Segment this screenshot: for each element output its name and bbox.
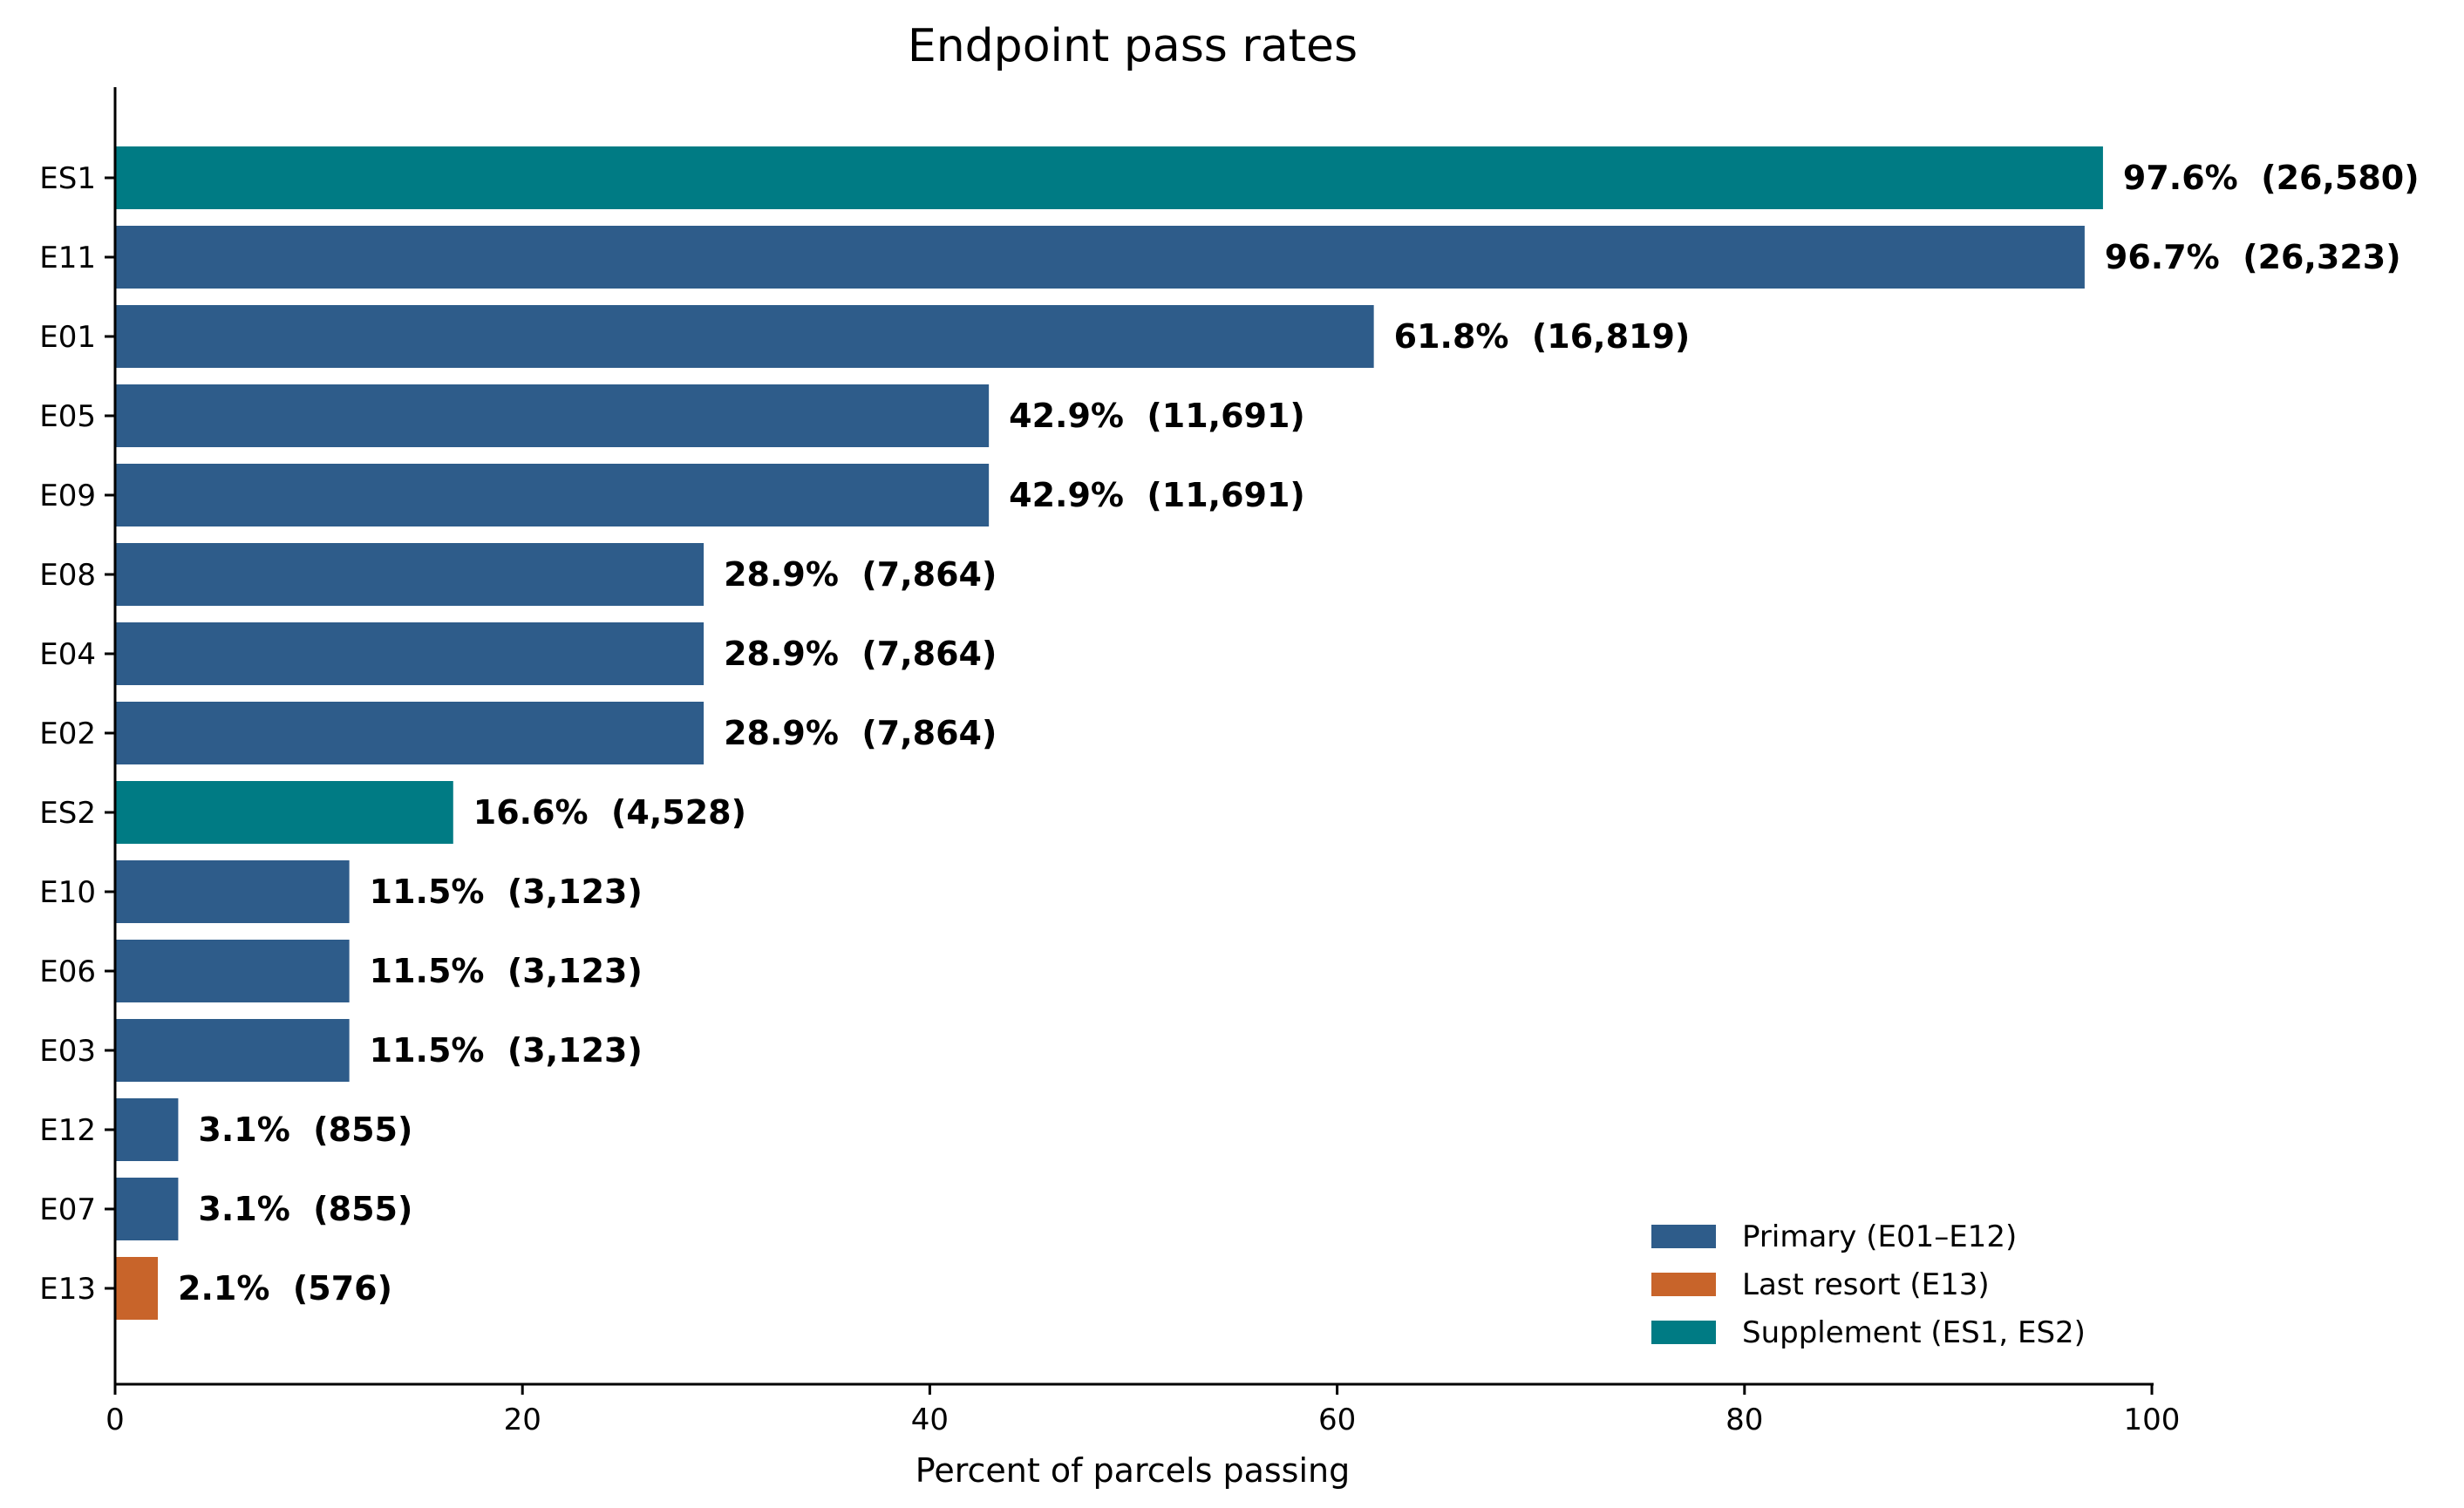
data-label-e06: 11.5% (3,123): [370, 952, 643, 990]
x-tick-label-40: 40: [911, 1403, 949, 1437]
legend-swatch-primary: [1651, 1225, 1716, 1248]
legend-label-last-resort: Last resort (E13): [1742, 1267, 1990, 1302]
bar-e12: [115, 1098, 179, 1161]
y-tick-label-e04: E04: [39, 637, 96, 672]
data-label-e07: 3.1% (855): [198, 1190, 412, 1228]
data-label-e13: 2.1% (576): [178, 1269, 392, 1308]
y-tick-label-e12: E12: [39, 1113, 96, 1148]
y-tick-label-e06: E06: [39, 954, 96, 989]
data-label-e12: 3.1% (855): [198, 1111, 412, 1149]
y-tick-label-es2: ES2: [39, 796, 96, 831]
bar-e09: [115, 464, 990, 526]
data-label-e11: 96.7% (26,323): [2105, 238, 2401, 276]
data-label-es1: 97.6% (26,580): [2123, 159, 2420, 197]
bar-e06: [115, 940, 350, 1002]
x-tick-label-80: 80: [1725, 1403, 1763, 1437]
bar-e11: [115, 226, 2085, 289]
y-tick-label-e02: E02: [39, 717, 96, 751]
y-tick-label-e11: E11: [39, 241, 96, 275]
y-tick-label-e03: E03: [39, 1034, 96, 1069]
y-tick-label-e10: E10: [39, 875, 96, 910]
data-label-e04: 28.9% (7,864): [724, 635, 997, 673]
data-label-e02: 28.9% (7,864): [724, 714, 997, 752]
legend: Primary (E01–E12) Last resort (E13) Supple…: [1651, 1219, 2086, 1350]
data-label-e01: 61.8% (16,819): [1394, 317, 1691, 356]
data-label-e10: 11.5% (3,123): [370, 873, 643, 911]
y-tick-label-e13: E13: [39, 1272, 96, 1307]
bar-e07: [115, 1178, 179, 1240]
legend-swatch-supplement: [1651, 1321, 1716, 1344]
x-tick-label-0: 0: [106, 1403, 125, 1437]
bar-e13: [115, 1257, 159, 1320]
chart-title: Endpoint pass rates: [908, 20, 1358, 72]
y-tick-label-e08: E08: [39, 558, 96, 593]
data-label-e03: 11.5% (3,123): [370, 1031, 643, 1070]
legend-label-supplement: Supplement (ES1, ES2): [1742, 1315, 2086, 1350]
bar-e03: [115, 1019, 350, 1082]
bar-e04: [115, 622, 704, 685]
bars-group: 97.6% (26,580) 96.7% (26,323) 61.8% (16,81…: [115, 146, 2420, 1320]
bar-e01: [115, 305, 1374, 368]
bar-e02: [115, 702, 704, 764]
legend-swatch-last-resort: [1651, 1273, 1716, 1296]
x-axis-ticks: 0 20 40 60 80 100: [106, 1384, 2180, 1437]
data-label-e05: 42.9% (11,691): [1009, 397, 1305, 435]
y-tick-label-es1: ES1: [39, 161, 96, 196]
legend-label-primary: Primary (E01–E12): [1742, 1219, 2017, 1254]
bar-es2: [115, 781, 453, 844]
y-tick-label-e05: E05: [39, 399, 96, 434]
y-tick-label-e01: E01: [39, 320, 96, 355]
y-tick-labels: ES1 E11 E01 E05 E09 E08 E04 E02 ES2 E10 E06 E03 E12 E…: [39, 161, 115, 1307]
x-tick-label-20: 20: [504, 1403, 541, 1437]
x-tick-label-100: 100: [2124, 1403, 2181, 1437]
data-label-e08: 28.9% (7,864): [724, 555, 997, 594]
data-label-e09: 42.9% (11,691): [1009, 476, 1305, 514]
y-tick-label-e07: E07: [39, 1192, 96, 1227]
bar-es1: [115, 146, 2103, 209]
x-tick-label-60: 60: [1318, 1403, 1356, 1437]
bar-e08: [115, 543, 704, 606]
y-tick-label-e09: E09: [39, 479, 96, 513]
x-axis-label: Percent of parcels passing: [915, 1451, 1350, 1490]
bar-e05: [115, 384, 990, 447]
bar-e10: [115, 860, 350, 923]
data-label-es2: 16.6% (4,528): [473, 793, 746, 832]
